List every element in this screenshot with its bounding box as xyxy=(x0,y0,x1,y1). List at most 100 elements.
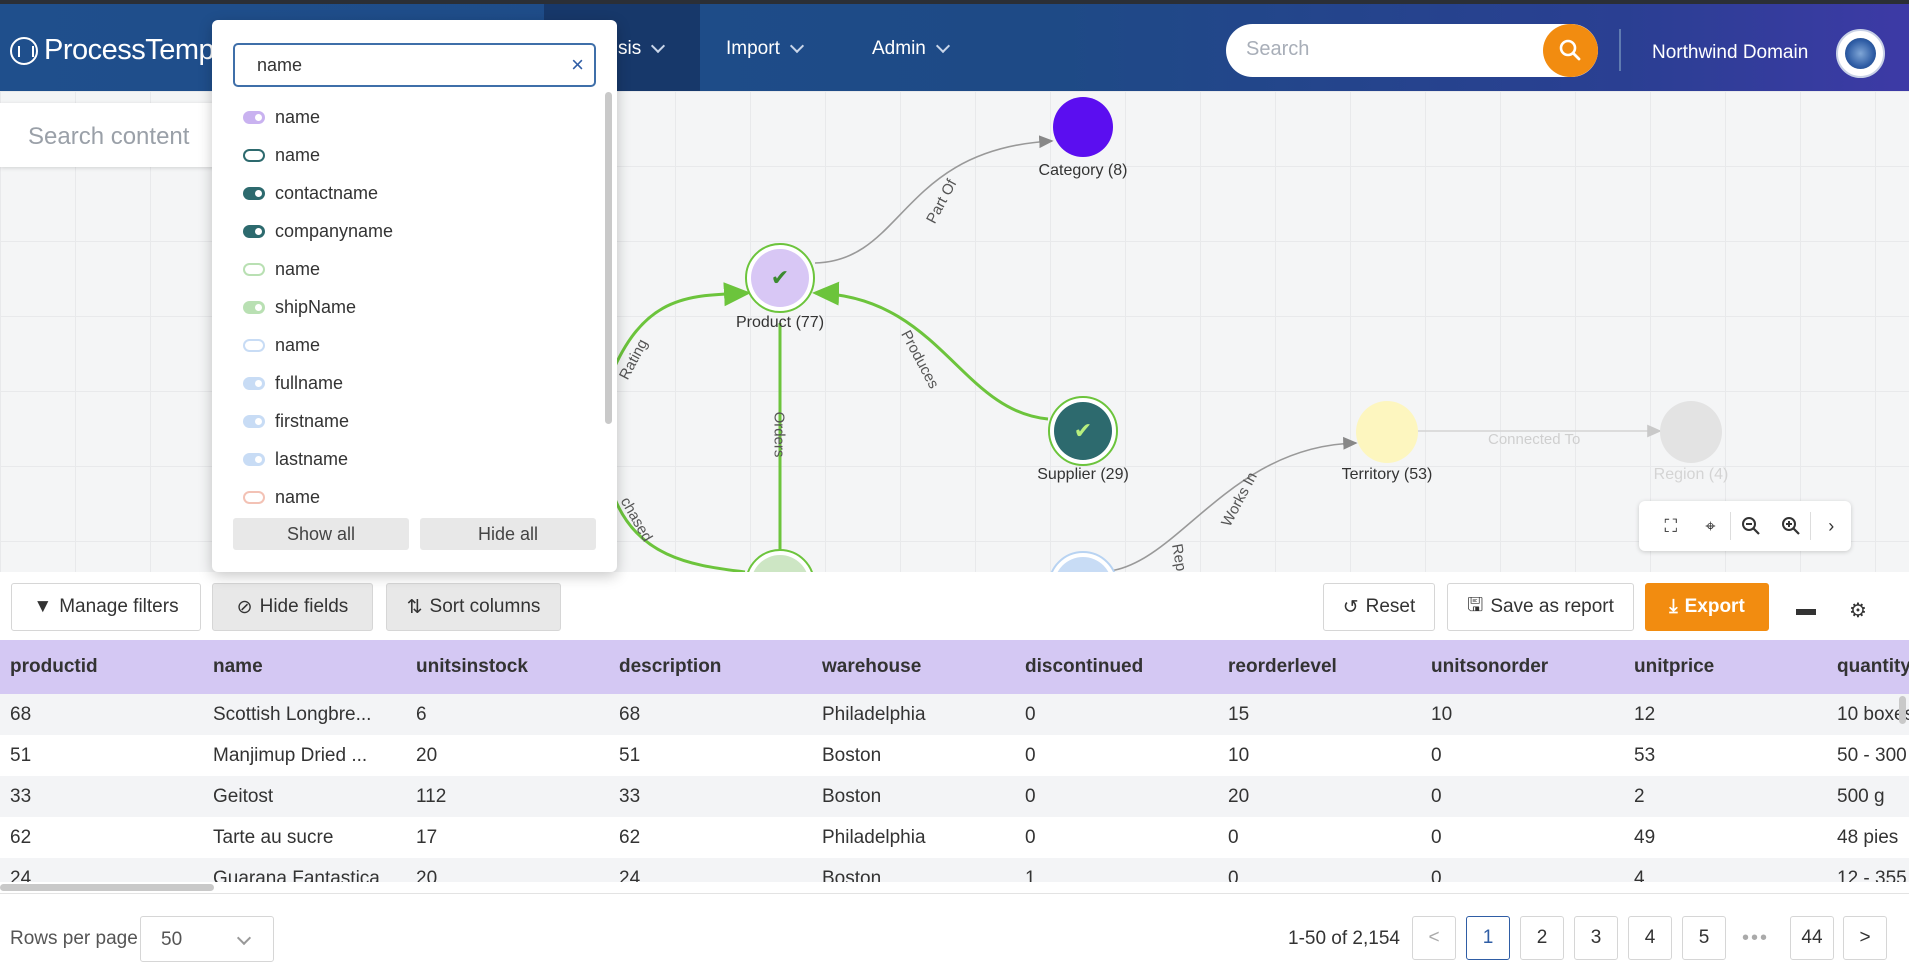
column-header[interactable]: warehouse xyxy=(812,640,1015,694)
field-item[interactable]: name xyxy=(233,326,593,364)
content-search-input[interactable] xyxy=(28,123,228,151)
field-toggle[interactable] xyxy=(243,300,265,314)
rows-per-page-select[interactable]: 50 xyxy=(140,916,274,962)
pagination-ellipsis: ••• xyxy=(1742,927,1770,949)
field-item[interactable]: name xyxy=(233,250,593,288)
column-header[interactable]: reorderlevel xyxy=(1218,640,1421,694)
field-toggle[interactable] xyxy=(243,338,265,352)
fullscreen-icon[interactable]: ⛶ xyxy=(1664,515,1678,536)
toolbar-divider xyxy=(1730,512,1732,540)
field-list-scrollbar[interactable] xyxy=(605,92,612,424)
field-item[interactable]: shipName xyxy=(233,288,593,326)
save-report-button[interactable]: 🖫 Save as report xyxy=(1447,583,1634,631)
column-header[interactable]: name xyxy=(203,640,406,694)
sort-columns-button[interactable]: ⇅ Sort columns xyxy=(386,583,561,631)
gear-icon[interactable]: ⚙ xyxy=(1849,600,1867,622)
logo[interactable]: ProcessTempo xyxy=(10,34,230,67)
locate-icon[interactable]: ⌖ xyxy=(1705,515,1716,536)
field-item[interactable]: name xyxy=(233,98,593,136)
page-1-button[interactable]: 1 xyxy=(1466,916,1510,960)
page-5-button[interactable]: 5 xyxy=(1682,916,1726,960)
field-toggle[interactable] xyxy=(243,452,265,466)
field-item[interactable]: companyname xyxy=(233,212,593,250)
page-2-button[interactable]: 2 xyxy=(1520,916,1564,960)
chevron-right-icon[interactable]: › xyxy=(1828,515,1835,536)
field-toggle[interactable] xyxy=(243,186,265,200)
field-toggle[interactable] xyxy=(243,148,265,162)
pagination-footer: Rows per page 50 1-50 of 2,154 < 1 2 3 4… xyxy=(0,893,1909,970)
table-cell: 12 xyxy=(1624,694,1827,735)
node-product[interactable]: ✔ xyxy=(745,243,815,313)
table-row[interactable]: 33 Geitost 112 33 Boston 0 20 0 2 500 g xyxy=(0,776,1909,817)
page-3-button[interactable]: 3 xyxy=(1574,916,1618,960)
field-toggle[interactable] xyxy=(243,224,265,238)
panel-toggle-icon[interactable]: ▬ xyxy=(1796,598,1816,620)
column-header[interactable]: unitsinstock xyxy=(406,640,609,694)
chevron-down-icon xyxy=(935,38,950,54)
node-label-region: Region (4) xyxy=(1653,466,1729,483)
column-header[interactable]: unitprice xyxy=(1624,640,1827,694)
column-header[interactable]: quantityperunit xyxy=(1827,640,1909,694)
table-row[interactable]: 51 Manjimup Dried ... 20 51 Boston 0 10 0 53 50 -… xyxy=(0,735,1909,776)
table-cell: 17 xyxy=(416,826,438,848)
show-all-button[interactable]: Show all xyxy=(233,518,409,550)
zoom-out-icon[interactable] xyxy=(1731,506,1771,546)
table-row[interactable]: 62 Tarte au sucre 17 62 Philadelphia 0 0 0 49 48 … xyxy=(0,817,1909,858)
node-supplier[interactable]: ✔ xyxy=(1048,396,1118,466)
field-toggle[interactable] xyxy=(243,110,265,124)
avatar[interactable] xyxy=(1836,29,1885,78)
field-search-input[interactable] xyxy=(257,55,557,76)
edge-label-orders: Orders xyxy=(770,411,788,458)
table-horizontal-scrollbar[interactable] xyxy=(0,882,1909,892)
field-item[interactable]: lastname xyxy=(233,440,593,478)
table-cell: Boston xyxy=(812,858,1015,882)
field-item[interactable]: name xyxy=(233,478,593,516)
table-cell: 6 xyxy=(406,694,609,735)
table-header-row: productid name unitsinstock description ware… xyxy=(0,640,1909,694)
global-search-input[interactable] xyxy=(1246,38,1546,61)
field-visibility-panel: × name name contactname companyname name ship… xyxy=(212,20,617,572)
field-toggle[interactable] xyxy=(243,262,265,276)
prev-page-button[interactable]: < xyxy=(1412,916,1456,960)
column-header[interactable]: productid xyxy=(0,640,203,694)
search-button[interactable] xyxy=(1543,24,1598,77)
save-icon: 🖫 xyxy=(1467,595,1484,616)
field-toggle[interactable] xyxy=(243,376,265,390)
reset-button[interactable]: ↺ Reset xyxy=(1323,583,1435,631)
close-icon[interactable]: × xyxy=(571,52,584,77)
hide-all-button[interactable]: Hide all xyxy=(420,518,596,550)
field-item[interactable]: contactname xyxy=(233,174,593,212)
node-category[interactable] xyxy=(1053,97,1113,157)
table-cell: 10 boxes xyxy=(1827,694,1909,735)
node-region[interactable] xyxy=(1660,401,1722,463)
node-employee-partial[interactable] xyxy=(1048,551,1118,572)
node-order-partial[interactable] xyxy=(745,549,815,572)
content-search xyxy=(0,103,230,167)
rows-per-page-label: Rows per page xyxy=(10,928,138,949)
table-vertical-scrollbar[interactable] xyxy=(1899,696,1906,724)
table-row[interactable]: 68 Scottish Longbre... 6 68 Philadelphia 0 15 1… xyxy=(0,694,1909,735)
zoom-in-icon[interactable] xyxy=(1771,506,1811,546)
field-item[interactable]: fullname xyxy=(233,364,593,402)
global-search xyxy=(1226,24,1598,77)
node-territory[interactable] xyxy=(1356,401,1418,463)
table-cell: 20 xyxy=(416,744,438,766)
page-4-button[interactable]: 4 xyxy=(1628,916,1672,960)
field-label: name xyxy=(275,334,321,355)
nav-item-import[interactable]: Import xyxy=(726,38,804,60)
field-item[interactable]: name xyxy=(233,136,593,174)
column-header[interactable]: description xyxy=(609,640,812,694)
field-toggle[interactable] xyxy=(243,490,265,504)
column-header[interactable]: discontinued xyxy=(1015,640,1218,694)
field-item[interactable]: firstname xyxy=(233,402,593,440)
table-row[interactable]: 24 Guarana Fantastica 20 24 Boston 1 0 0 4 12 - 3… xyxy=(0,858,1909,882)
nav-item-admin[interactable]: Admin xyxy=(872,38,950,60)
page-last-button[interactable]: 44 xyxy=(1790,916,1834,960)
manage-filters-button[interactable]: ▼ Manage filters xyxy=(11,583,201,631)
domain-name[interactable]: Northwind Domain xyxy=(1652,42,1809,63)
hide-fields-button[interactable]: ⊘ Hide fields xyxy=(212,583,373,631)
column-header[interactable]: unitsonorder xyxy=(1421,640,1624,694)
next-page-button[interactable]: > xyxy=(1843,916,1887,960)
field-toggle[interactable] xyxy=(243,414,265,428)
export-button[interactable]: ⤓ Export xyxy=(1645,583,1769,631)
